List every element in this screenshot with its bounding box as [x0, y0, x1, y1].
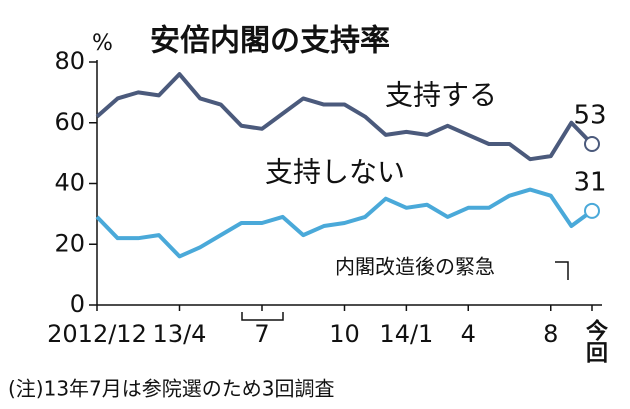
x-tick-label: 13/4	[153, 320, 207, 348]
series-label: 支持しない	[265, 155, 405, 188]
end-marker	[584, 202, 600, 219]
x-tick-label: 4	[461, 320, 476, 348]
series-line	[95, 72, 594, 162]
y-tick-label: 40	[54, 169, 85, 197]
footnote: (注)13年7月は参院選のため3回調査	[8, 377, 335, 401]
end-label: 31	[573, 167, 606, 197]
y-tick-label: 60	[54, 108, 85, 136]
x-tick-label: 14/1	[379, 320, 433, 348]
x-tick-label: 8	[543, 320, 558, 348]
y-tick-label: 0	[70, 290, 85, 318]
x-tick-label: 10	[329, 320, 360, 348]
series-line	[95, 187, 594, 259]
y-unit: %	[92, 31, 113, 56]
end-marker	[584, 136, 600, 153]
month-bracket	[241, 312, 284, 321]
annotation: 内閣改造後の緊急	[335, 255, 495, 279]
chart-title: 安倍内閣の支持率	[150, 24, 390, 59]
annotation-bracket	[555, 261, 569, 280]
series-label: 支持する	[385, 78, 497, 111]
x-tick-label: 7	[254, 320, 269, 348]
y-tick-label: 80	[54, 47, 85, 75]
end-label: 53	[573, 101, 606, 131]
x-tick-label: 2012/12	[47, 320, 147, 348]
x-tick-label: 今回	[582, 318, 608, 363]
y-tick-label: 20	[54, 229, 85, 257]
